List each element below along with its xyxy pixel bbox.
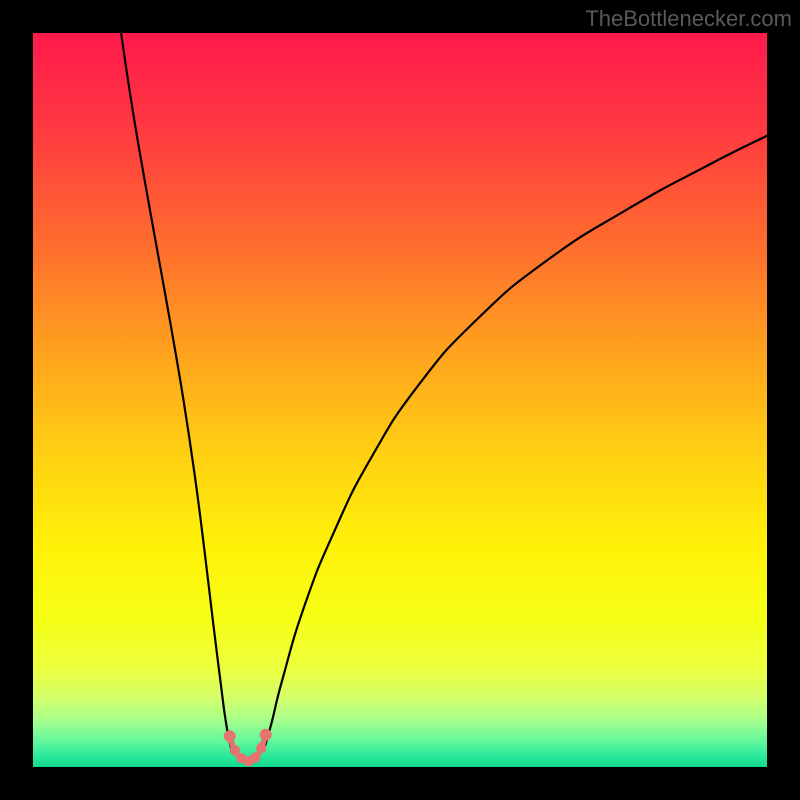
- curve-layer: [33, 33, 767, 767]
- valley-markers: [224, 729, 272, 767]
- valley-dot: [230, 745, 240, 755]
- valley-dot: [250, 752, 260, 762]
- valley-dot: [256, 743, 266, 753]
- left-curve: [121, 33, 231, 749]
- plot-area: [33, 33, 767, 767]
- chart-stage: TheBottlenecker.com: [0, 0, 800, 800]
- right-curve: [264, 136, 767, 749]
- valley-end-dot: [260, 729, 272, 741]
- valley-end-dot: [224, 730, 236, 742]
- watermark-text: TheBottlenecker.com: [585, 6, 792, 32]
